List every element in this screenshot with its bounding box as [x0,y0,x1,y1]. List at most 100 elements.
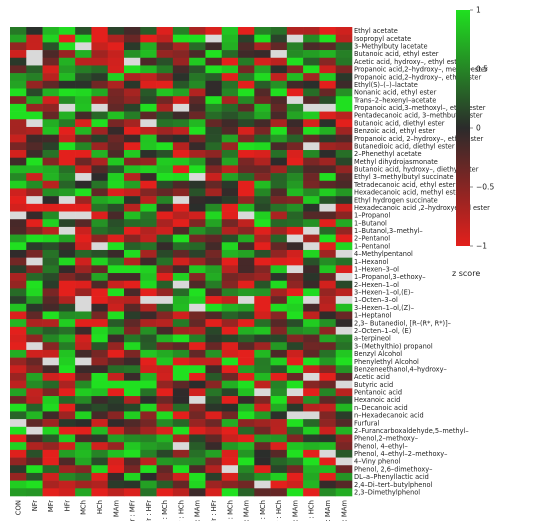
heatmap-cell [335,349,353,358]
heatmap-cell [189,242,206,251]
heatmap-cell [205,180,223,189]
heatmap-cell [335,126,353,135]
heatmap-cell [189,196,206,205]
heatmap-cell [26,249,43,258]
heatmap-cell [205,134,223,143]
heatmap-cell [270,73,288,82]
heatmap-cell [107,265,125,274]
heatmap-cell [254,273,271,282]
heatmap-cell [189,396,206,405]
heatmap-cell [303,211,320,220]
heatmap-cell [270,219,288,228]
heatmap-cell [205,480,223,489]
heatmap-cell [189,372,206,381]
heatmap-cell [303,365,320,374]
heatmap-cell [91,134,109,143]
heatmap-cell [107,396,125,405]
heatmap-cell [286,211,304,220]
heatmap-cell [26,188,43,197]
heatmap-cell [335,226,353,235]
heatmap-cell [205,380,223,389]
heatmap-cell [75,219,92,228]
heatmap-cell [303,165,320,174]
heatmap-cell [91,96,109,105]
heatmap-cell [221,126,239,135]
heatmap-cell [254,426,271,435]
heatmap-cell [42,434,60,443]
heatmap-cell [156,173,174,182]
heatmap-cell [270,342,288,351]
heatmap-cell [26,372,43,381]
heatmap-cell [42,88,60,97]
heatmap-cell [124,249,141,258]
heatmap-cell [221,103,239,112]
row-label: n–Decanoic acid [354,404,408,412]
heatmap-cell [140,219,157,228]
heatmap-cell [270,357,288,366]
heatmap-cell [172,134,190,143]
heatmap-cell [75,380,92,389]
heatmap-cell [221,80,239,89]
heatmap-cell [124,442,141,451]
heatmap-cell [58,211,76,220]
heatmap-cell [335,42,353,51]
legend-tick-label: −0.5 [476,183,494,192]
heatmap-cell [205,465,223,474]
column-label: MFr : MCh [226,500,234,521]
heatmap-cell [286,96,304,105]
heatmap-cell [270,457,288,466]
heatmap-cell [205,27,223,35]
heatmap-cell [335,111,353,120]
heatmap-cell [238,142,255,151]
heatmap-cell [10,434,27,443]
heatmap-cell [172,249,190,258]
heatmap-cell [286,388,304,397]
heatmap-cell [286,426,304,435]
heatmap-cell [124,226,141,235]
heatmap-cell [205,442,223,451]
heatmap-cell [270,203,288,212]
heatmap-cell [205,265,223,274]
heatmap-cell [156,88,174,97]
heatmap-cell [140,280,157,289]
heatmap-cell [172,265,190,274]
heatmap-cell [286,365,304,374]
heatmap-cell [221,342,239,351]
heatmap-cell [189,488,206,497]
heatmap-cell [91,73,109,82]
column-label: MAm [112,500,120,518]
heatmap-cell [26,449,43,458]
heatmap-cell [10,73,27,82]
heatmap-cell [221,242,239,251]
heatmap-cell [75,249,92,258]
heatmap-cell [75,126,92,135]
heatmap-cell [75,457,92,466]
heatmap-cell [254,88,271,97]
heatmap-cell [205,150,223,159]
heatmap-cell [221,273,239,282]
heatmap-cell [26,88,43,97]
heatmap-cell [319,188,337,197]
heatmap-cell [140,273,157,282]
heatmap-cell [42,296,60,305]
heatmap-cell [286,119,304,128]
heatmap-cell [42,27,60,35]
heatmap-cell [140,42,157,51]
heatmap-cell [58,203,76,212]
heatmap-cell [319,157,337,166]
heatmap-cell [270,157,288,166]
heatmap-cell [286,126,304,135]
row-label: a–terpineol [354,335,391,343]
heatmap-cell [238,103,255,112]
heatmap-cell [42,103,60,112]
heatmap-cell [286,242,304,251]
heatmap-cell [10,265,27,274]
heatmap-cell [303,188,320,197]
heatmap-cell [156,34,174,43]
heatmap-cell [221,65,239,74]
heatmap-cell [189,426,206,435]
heatmap-cell [286,180,304,189]
heatmap-cell [238,419,255,428]
heatmap-cell [303,257,320,266]
